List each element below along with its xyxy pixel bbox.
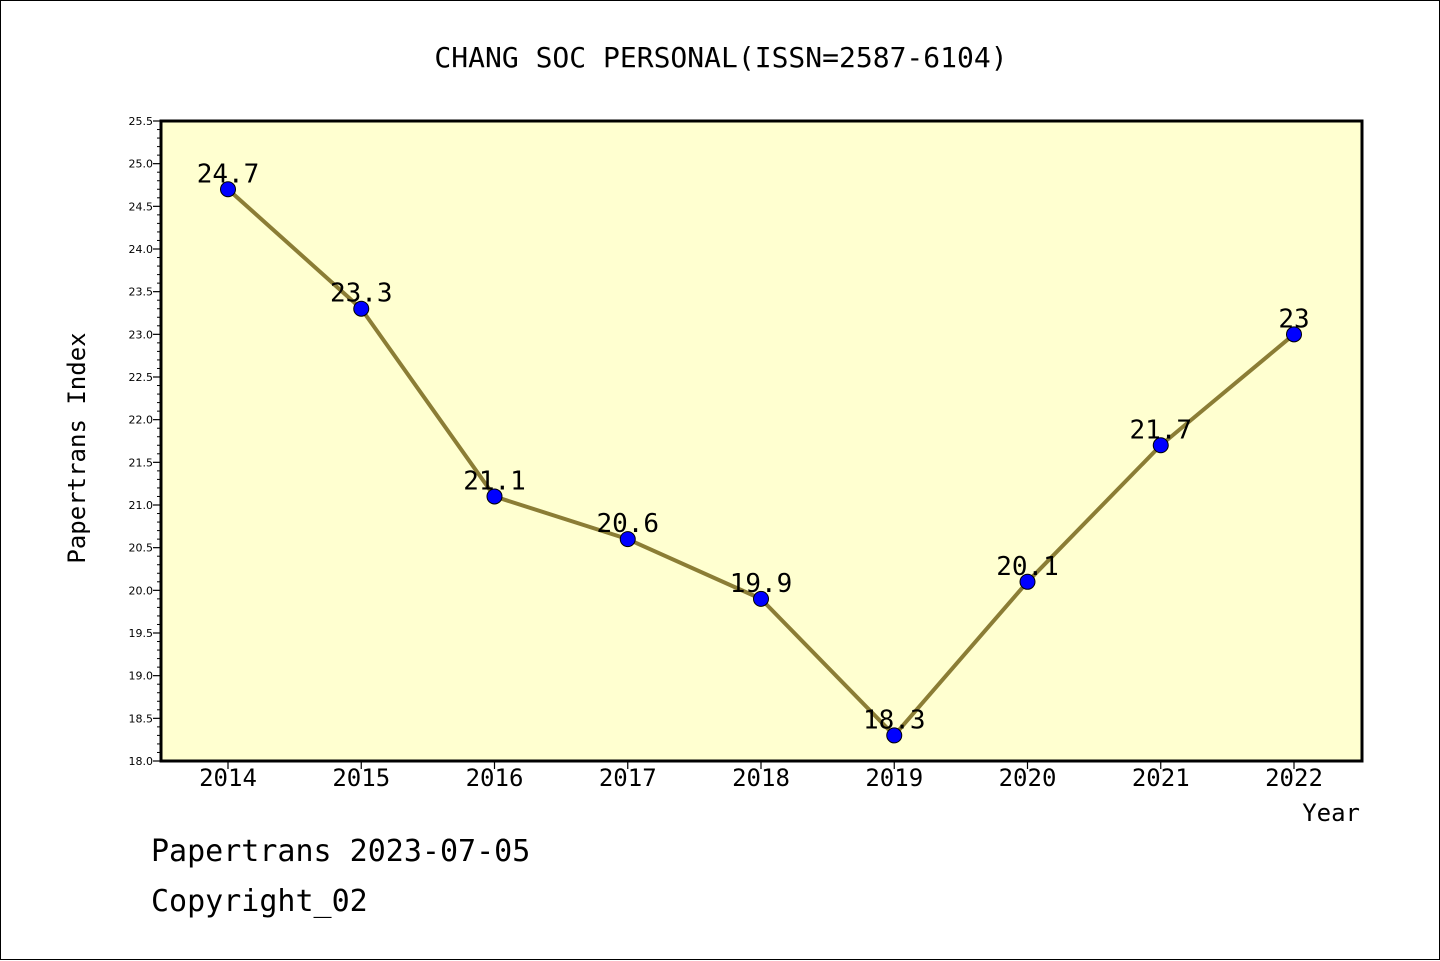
x-tick-label: 2017 [599,764,657,792]
footer-copyright: Copyright_02 [151,884,368,919]
data-label: 19.9 [730,569,793,599]
data-point-marker [353,300,370,317]
x-tick-label: 2021 [1132,764,1190,792]
data-label: 23 [1278,304,1309,334]
x-tick-label: 2019 [865,764,923,792]
data-point-marker [1019,573,1036,590]
data-label: 24.7 [197,159,260,189]
marker-group [220,181,1302,744]
data-label: 18.3 [863,705,926,735]
y-tick-label: 25.5 [129,115,154,128]
footer-date: Papertrans 2023-07-05 [151,834,531,869]
y-tick-label: 18.5 [129,712,154,725]
y-tick-label: 20.5 [129,542,154,555]
y-tick-label: 22.0 [129,414,154,427]
x-tick-label: 2022 [1265,764,1323,792]
x-axis: 2014 2015 2016 2017 2018 2019 2020 2021 2022 [199,761,1323,792]
data-point-marker [753,590,769,607]
y-tick-label: 21.5 [129,456,154,469]
y-tick-label: 25.0 [129,158,154,171]
data-point-marker [220,181,236,198]
y-tick-label: 21.0 [129,499,154,512]
y-tick-label: 24.0 [129,243,154,256]
data-label: 20.6 [596,509,659,539]
y-tick-label: 24.5 [129,200,154,213]
x-tick-label: 2018 [732,764,790,792]
data-label: 23.3 [330,279,393,309]
data-point-marker [1152,437,1169,454]
x-tick-label: 2015 [332,764,390,792]
x-tick-label: 2020 [999,764,1057,792]
data-point-marker [619,531,636,548]
y-tick-label: 23.5 [129,286,154,299]
data-label: 21.1 [463,466,526,496]
y-tick-label: 19.0 [129,670,154,683]
y-tick-label: 23.0 [129,328,154,341]
y-tick-label: 20.0 [129,584,154,597]
data-label-group: 24.7 23.3 21.1 20.6 19.9 18.3 20.1 21.7 23 [197,159,1310,735]
x-tick-label: 2014 [199,764,257,792]
y-axis: 18.0 18.5 19.0 19.5 20.0 20.5 21.0 21.5 22.0 22.5… [129,115,161,768]
data-label: 21.7 [1129,415,1192,445]
data-point-marker [1286,326,1302,343]
chart-title: CHANG SOC PERSONAL(ISSN=2587-6104) [434,41,1007,74]
y-tick-label: 18.0 [129,755,154,768]
data-point-marker [486,488,503,505]
data-point-marker [886,727,903,744]
y-axis-label: Papertrans Index [63,332,91,563]
x-tick-label: 2016 [466,764,524,792]
y-tick-label: 19.5 [129,627,154,640]
y-tick-label: 22.5 [129,371,154,384]
data-label: 20.1 [996,552,1059,582]
x-axis-label: Year [1302,799,1360,827]
